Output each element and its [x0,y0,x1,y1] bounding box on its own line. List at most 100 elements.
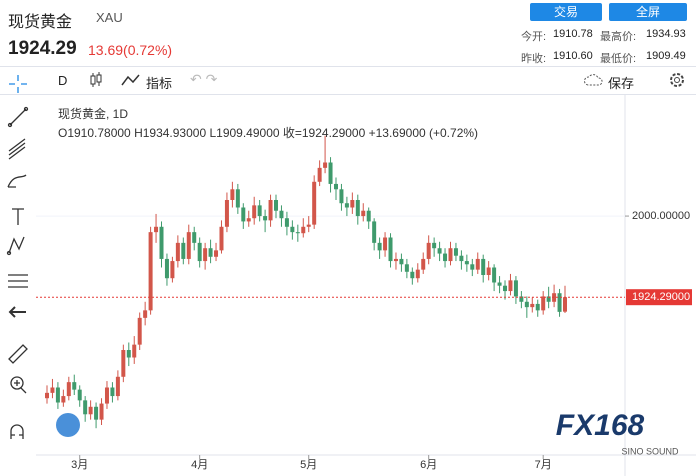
last-price: 1924.29 [8,38,77,59]
candle-body [535,303,540,311]
quote-value: 1910.78 [553,28,593,40]
cloud-icon[interactable] [583,72,605,88]
candle-body [66,382,71,397]
candle-body [464,261,469,265]
candle-body [333,183,338,190]
candle-body [470,264,475,270]
drawing-toolbar [6,75,29,439]
candle-body [546,296,551,302]
plot-area [36,95,625,455]
candle-body [421,258,426,270]
candle-body [252,205,257,219]
candle-body [154,226,159,233]
undo-redo[interactable]: ↶ ↷ [190,71,218,87]
candle-body [366,210,371,222]
candle-body [459,255,464,262]
candle-body [55,387,60,403]
quote-label: 昨收: [521,53,547,65]
candle-body [268,200,273,221]
candle-body [219,226,224,251]
candle-body [99,403,104,420]
candle-body [192,232,197,243]
candle-body [175,242,180,262]
candle-body [290,226,295,233]
candle-body [388,237,393,262]
indicator-icon[interactable] [120,72,144,88]
last-price-tag [626,289,692,306]
candle-body [410,271,415,279]
candle-body [137,317,142,345]
candle-body [437,248,442,254]
candle-body [355,200,360,217]
candle-body [50,387,55,393]
candle-body [344,203,349,208]
candle-body [372,221,377,243]
candle-body [83,400,88,415]
quote-label: 最低价: [600,53,637,65]
candle-body [443,253,448,262]
candle-body [72,382,77,390]
logo-badge [56,413,80,437]
ohlc-legend: O1910.78000 H1934.93000 L1909.49000 收=19… [58,126,478,140]
candle-body [241,207,246,222]
fullscreen-button[interactable]: 全屏 [609,3,687,21]
candle-body [132,344,137,358]
symbol-code: XAU [96,10,123,25]
candle-body [519,296,524,302]
x-tick-label: 5月 [300,459,317,471]
candle-body [328,162,333,184]
indicators-button[interactable]: 指标 [146,76,173,91]
quote-value: 1934.93 [646,28,686,40]
candle-body [399,258,404,265]
last-price-label: 1924.29000 [632,291,690,303]
candle-body [235,189,240,208]
candle-body [508,280,513,292]
interval-button[interactable]: D [58,73,68,88]
candle-body [563,297,567,312]
candle-body [541,296,546,311]
candle-body [186,232,191,259]
candle-body [453,248,458,256]
candle-body [121,350,126,377]
candle-body [323,162,328,168]
candle-body [279,210,284,219]
x-tick-label: 3月 [71,459,88,471]
candle-body [524,301,529,308]
candle-body [61,396,66,403]
watermark-sub: SINO SOUND [621,446,679,456]
candle-body [263,216,268,221]
candle-body [230,189,235,200]
candle-body [257,205,262,217]
candle-body [393,258,398,262]
quote-label: 今开: [521,31,547,43]
candle-body [312,181,317,225]
candle-body [497,282,502,286]
candle-body [181,242,186,259]
quote-label: 最高价: [600,31,637,43]
candle-body [126,350,131,358]
settings-icon[interactable] [668,71,686,89]
divider [0,66,696,67]
candle-body [492,267,497,283]
candle-body [284,218,289,227]
symbol-title: 现货黄金 [8,14,73,31]
candle-body [503,285,508,292]
candle-body [77,389,82,401]
candle-body [214,250,219,257]
candle-body [383,237,388,251]
candle-body [203,248,208,262]
save-button[interactable]: 保存 [608,76,635,91]
candle-body [224,200,229,227]
candle-body [88,406,93,415]
trade-button[interactable]: 交易 [530,3,602,21]
candle-body [552,293,557,302]
candle-body [361,210,366,217]
candle-body [164,258,169,279]
candle-body [159,226,164,259]
candle-body [448,248,453,262]
candle-body [481,258,486,275]
candle-icon[interactable] [88,71,104,89]
candle-body [486,267,491,275]
